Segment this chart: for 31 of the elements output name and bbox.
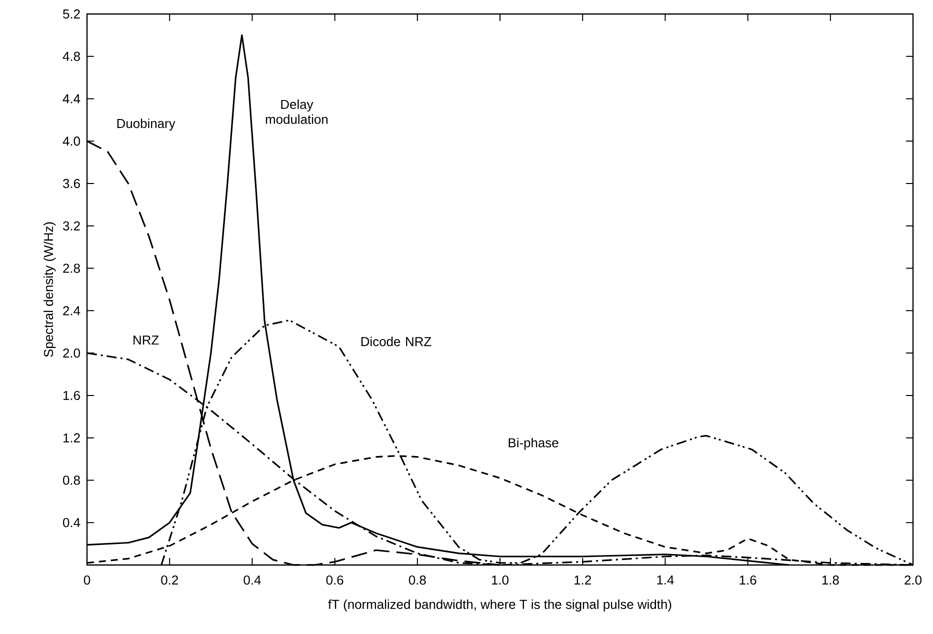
series-label: NRZ <box>134 336 159 345</box>
y-tick-label: 1.2 <box>63 433 80 442</box>
x-tick-label: 1.6 <box>740 575 756 585</box>
x-tick-label: 0.2 <box>161 575 178 585</box>
y-tick-label: 2.0 <box>63 348 80 358</box>
series-label: Duobinary <box>117 118 176 131</box>
series-label: Delay modulation <box>266 99 328 124</box>
x-tick-label: 0.6 <box>326 575 344 585</box>
x-tick-label: 0.8 <box>408 575 426 585</box>
y-tick-label: 4.4 <box>62 94 80 104</box>
y-tick-label: 2.4 <box>63 306 80 316</box>
x-tick-label: 0.4 <box>244 575 261 585</box>
x-tick-label: 1.0 <box>492 575 509 585</box>
x-tick-label: 2.0 <box>904 575 922 585</box>
x-tick-label: 1.8 <box>822 575 839 585</box>
x-axis-title: fT (normalized bandwidth, where T is the signal pulse width) <box>328 599 672 612</box>
y-tick-label: 0.8 <box>62 476 80 485</box>
x-tick-label: 1.4 <box>657 575 674 584</box>
x-tick-label: 1.2 <box>574 575 591 585</box>
y-tick-label: 0.4 <box>62 518 80 528</box>
text: Bi-phase <box>508 438 558 450</box>
y-axis-title: Spectral density (W/Hz) <box>44 222 56 357</box>
x-tick-label: 0 <box>84 575 90 585</box>
y-tick-label: 2.8 <box>63 264 80 273</box>
y-tick-label: 4.8 <box>62 52 80 61</box>
series-label: Dicode NRZ <box>361 336 432 346</box>
y-tick-label: 5.2 <box>63 9 80 19</box>
y-tick-label: 1.6 <box>63 390 80 400</box>
y-tick-label: 4.0 <box>62 136 80 146</box>
y-tick-label: 3.2 <box>62 221 80 230</box>
y-tick-label: 3.6 <box>62 178 80 188</box>
